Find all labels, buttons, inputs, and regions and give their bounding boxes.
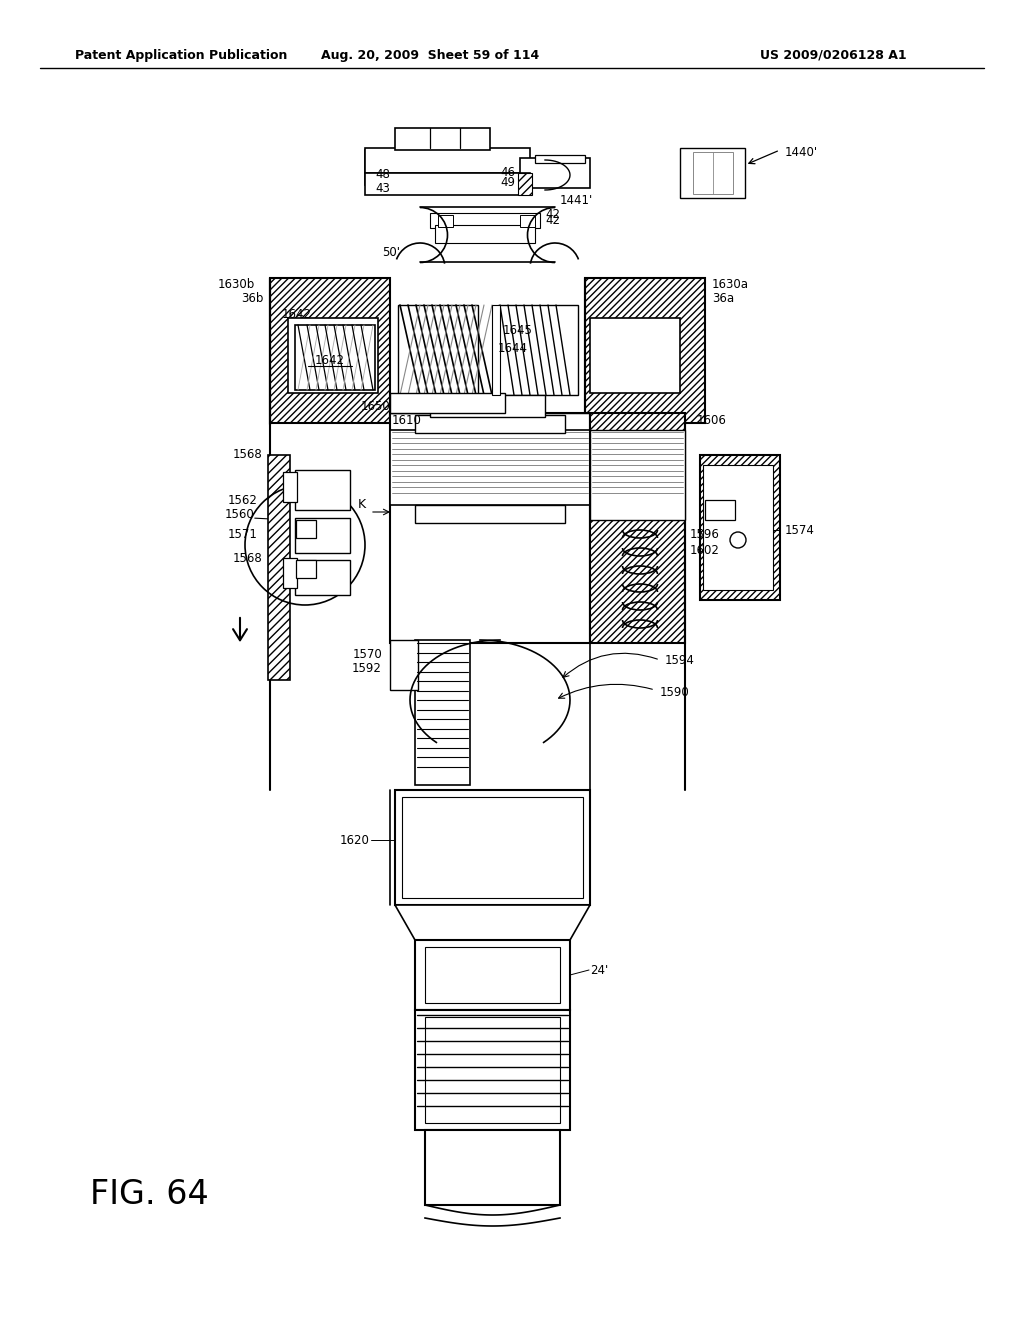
- Bar: [415, 640, 470, 785]
- Bar: [283, 558, 297, 587]
- Bar: [395, 128, 490, 150]
- Bar: [680, 148, 745, 198]
- Text: 1571: 1571: [228, 528, 258, 541]
- Bar: [693, 152, 733, 194]
- Text: 42: 42: [545, 214, 560, 227]
- Bar: [590, 318, 680, 393]
- Bar: [390, 413, 590, 643]
- Text: 1642: 1642: [315, 354, 345, 367]
- Text: 1642: 1642: [282, 308, 312, 321]
- Bar: [395, 789, 590, 906]
- Text: 1630b: 1630b: [218, 279, 255, 292]
- Text: 1560: 1560: [224, 508, 254, 521]
- Text: 1630a: 1630a: [712, 279, 749, 292]
- Bar: [390, 430, 590, 506]
- Text: 1620: 1620: [340, 833, 370, 846]
- Bar: [415, 1010, 570, 1130]
- Bar: [365, 173, 530, 195]
- Text: FIG. 64: FIG. 64: [90, 1179, 209, 1212]
- Bar: [390, 393, 505, 413]
- Bar: [425, 1130, 560, 1205]
- Bar: [705, 500, 735, 520]
- Text: 1590: 1590: [660, 685, 690, 698]
- Bar: [365, 148, 530, 173]
- Bar: [492, 305, 500, 395]
- Bar: [415, 506, 565, 523]
- Text: 1610: 1610: [392, 413, 422, 426]
- Bar: [520, 158, 590, 187]
- Text: 48: 48: [375, 169, 390, 181]
- Bar: [288, 318, 378, 393]
- Bar: [520, 215, 535, 227]
- Text: 36a: 36a: [712, 292, 734, 305]
- Text: 1645: 1645: [503, 323, 532, 337]
- Text: 1596: 1596: [690, 528, 720, 541]
- Text: 1562: 1562: [228, 494, 258, 507]
- Text: 49: 49: [500, 177, 515, 190]
- Text: K: K: [358, 499, 367, 511]
- Text: 1644: 1644: [498, 342, 528, 355]
- Bar: [425, 1016, 560, 1123]
- Bar: [270, 279, 390, 422]
- Bar: [365, 150, 395, 185]
- Bar: [585, 279, 705, 422]
- Text: 50': 50': [382, 246, 400, 259]
- Text: 24': 24': [590, 964, 608, 977]
- Text: 1650: 1650: [360, 400, 390, 412]
- Bar: [590, 430, 685, 520]
- Bar: [535, 154, 585, 162]
- Bar: [438, 215, 453, 227]
- Bar: [295, 517, 350, 553]
- Text: 1594: 1594: [665, 653, 695, 667]
- Text: 36b: 36b: [242, 292, 264, 305]
- Text: US 2009/0206128 A1: US 2009/0206128 A1: [760, 49, 906, 62]
- Text: 1440': 1440': [785, 145, 818, 158]
- Text: 1602: 1602: [690, 544, 720, 557]
- Bar: [295, 325, 375, 389]
- Bar: [268, 455, 290, 680]
- Bar: [296, 560, 316, 578]
- Text: 1606: 1606: [697, 413, 727, 426]
- Text: 42: 42: [545, 209, 560, 222]
- Bar: [415, 414, 565, 433]
- Bar: [518, 173, 532, 195]
- Text: 1574: 1574: [785, 524, 815, 536]
- Text: 46: 46: [500, 165, 515, 178]
- Bar: [295, 470, 350, 510]
- Text: 1568: 1568: [232, 552, 262, 565]
- Bar: [498, 305, 578, 395]
- Bar: [296, 520, 316, 539]
- Text: 1592: 1592: [352, 661, 382, 675]
- Bar: [402, 797, 583, 898]
- Bar: [590, 413, 685, 643]
- Text: Aug. 20, 2009  Sheet 59 of 114: Aug. 20, 2009 Sheet 59 of 114: [321, 49, 539, 62]
- Bar: [430, 395, 545, 417]
- Bar: [425, 946, 560, 1003]
- Text: Patent Application Publication: Patent Application Publication: [75, 49, 288, 62]
- Bar: [700, 455, 780, 601]
- Bar: [295, 560, 350, 595]
- Text: 1570: 1570: [352, 648, 382, 661]
- Text: 1441': 1441': [560, 194, 593, 206]
- Bar: [415, 940, 570, 1010]
- Bar: [390, 640, 418, 690]
- Bar: [283, 473, 297, 502]
- Bar: [390, 413, 590, 643]
- Bar: [430, 213, 540, 228]
- Bar: [435, 224, 535, 243]
- Text: 43: 43: [375, 181, 390, 194]
- Polygon shape: [395, 906, 590, 940]
- Bar: [703, 465, 773, 590]
- Text: 1568: 1568: [232, 449, 262, 462]
- Bar: [398, 305, 478, 395]
